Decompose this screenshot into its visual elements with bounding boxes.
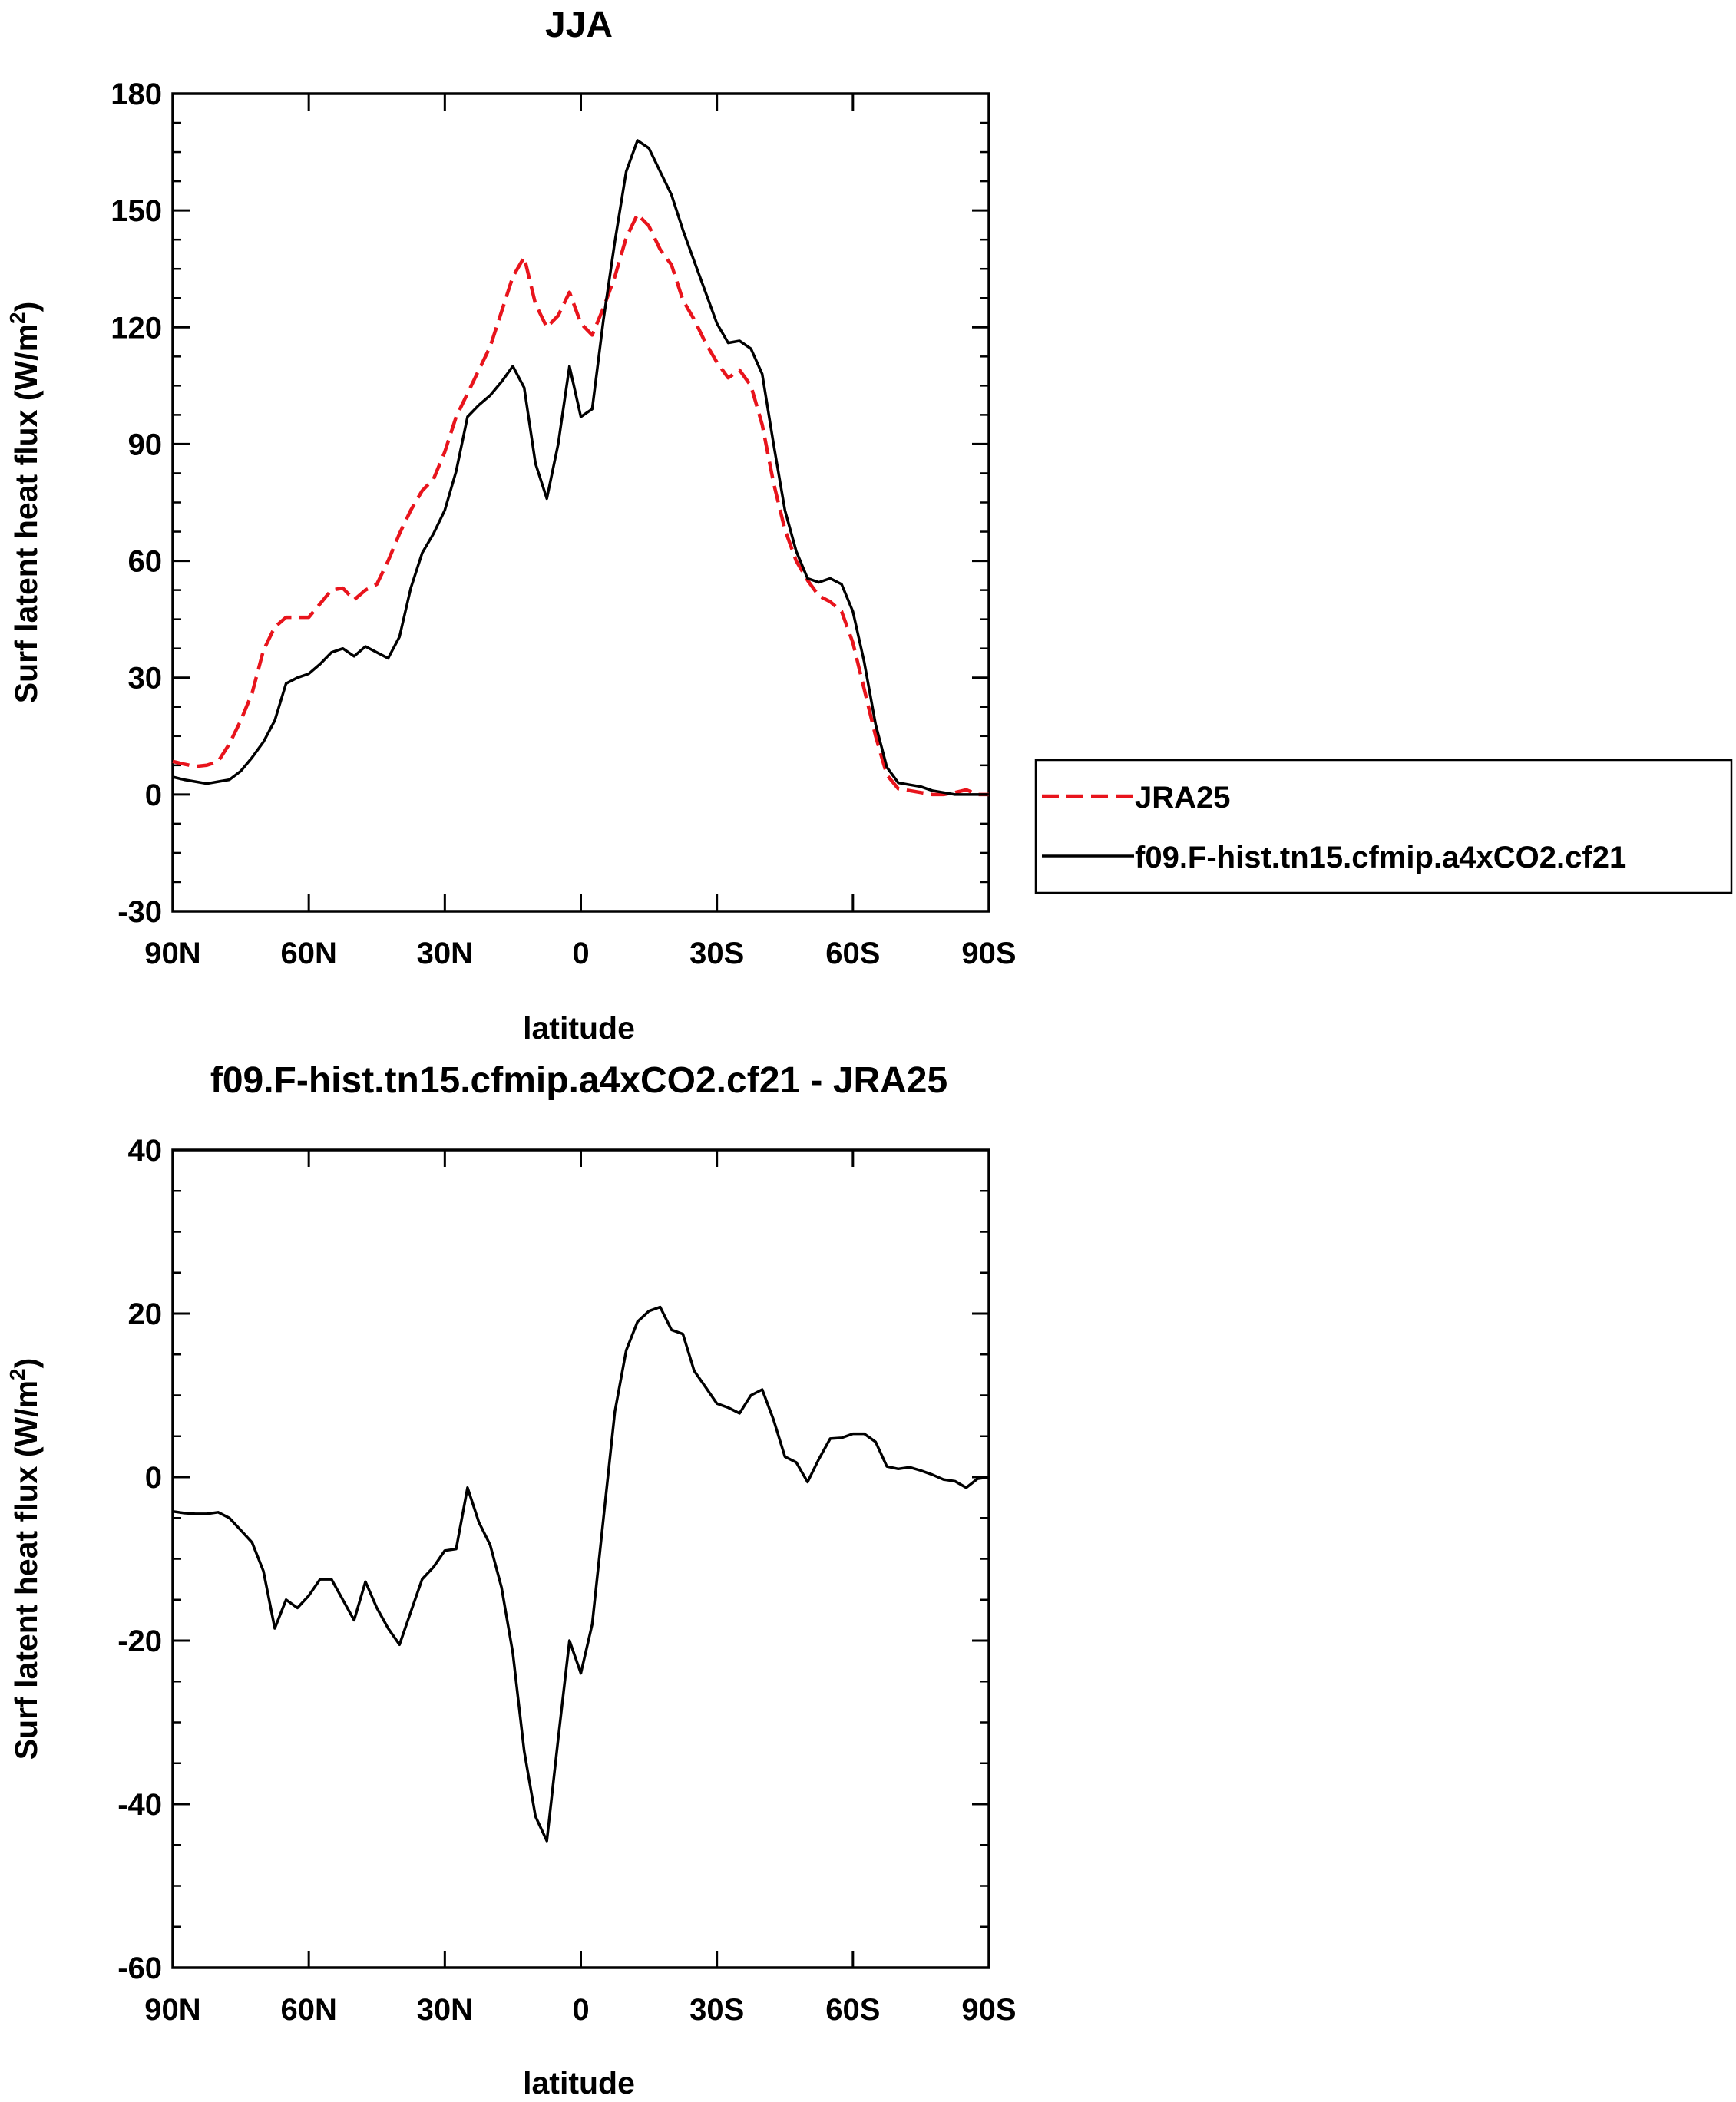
x-tick-label: 30S xyxy=(689,1993,744,2027)
bottom-y-axis-label: Surf latent heat flux (W/m2) xyxy=(5,1358,44,1760)
bottom-chart-title: f09.F-hist.tn15.cfmip.a4xCO2.cf21 - JRA2… xyxy=(210,1060,947,1101)
x-tick-label: 90N xyxy=(144,1993,200,2027)
y-axis-label-text: Surf latent heat flux (W/m2) xyxy=(5,1358,44,1760)
y-axis-label-text: Surf latent heat flux (W/m2) xyxy=(5,302,44,704)
series-line-jra25 xyxy=(172,212,989,797)
x-tick-label: 60S xyxy=(825,1993,880,2027)
top-panel: JJA Surf latent heat flux (W/m2) latitud… xyxy=(5,5,1017,1046)
series-line-f09-f-hist-tn15-cfmip-a4xco2-cf21 xyxy=(172,139,989,796)
x-tick-label: 90S xyxy=(961,937,1016,970)
legend: JRA25 f09.F-hist.tn15.cfmip.a4xCO2.cf21 xyxy=(1034,759,1733,894)
y-tick-label: 0 xyxy=(145,1461,162,1495)
top-chart-title: JJA xyxy=(545,5,613,45)
legend-label-model: f09.F-hist.tn15.cfmip.a4xCO2.cf21 xyxy=(1135,841,1626,874)
y-tick-label: 30 xyxy=(128,662,163,696)
plot-frame xyxy=(171,1148,990,1969)
legend-label-jra25: JRA25 xyxy=(1135,781,1231,815)
y-tick-label: 150 xyxy=(111,194,162,228)
bottom-x-axis-label: latitude xyxy=(523,2065,635,2100)
y-tick-label: -60 xyxy=(117,1952,162,1985)
bottom-plot-area xyxy=(172,1305,990,1843)
top-plot-area xyxy=(172,139,989,797)
y-tick-label: -40 xyxy=(117,1788,162,1822)
x-tick-label: 60S xyxy=(825,937,880,970)
x-tick-label: 30S xyxy=(689,937,744,970)
y-tick-label: -30 xyxy=(117,895,162,929)
x-tick-label: 90S xyxy=(961,1993,1016,2027)
y-tick-label: 60 xyxy=(128,545,163,579)
y-tick-label: -20 xyxy=(117,1624,162,1658)
x-tick-label: 60N xyxy=(280,1993,336,2027)
y-tick-label: 180 xyxy=(111,78,162,111)
x-tick-label: 30N xyxy=(417,1993,473,2027)
y-tick-label: 0 xyxy=(145,778,162,812)
top-y-axis-label: Surf latent heat flux (W/m2) xyxy=(5,302,44,704)
legend-box xyxy=(1034,759,1733,894)
y-tick-label: 120 xyxy=(111,311,162,345)
series-line-difference xyxy=(172,1305,990,1843)
x-tick-label: 90N xyxy=(144,937,200,970)
top-axes: -30 0 30 60 90 120 150 180 90N 60N 30N 0 30S 60S 90S xyxy=(111,78,1016,970)
bottom-axes: -60 -40 -20 0 20 40 90N 60N 30N 0 30S 60S 90S xyxy=(117,1134,1016,2027)
x-tick-label: 0 xyxy=(572,937,589,970)
y-tick-label: 20 xyxy=(128,1297,163,1331)
plot-frame xyxy=(171,92,990,913)
y-tick-label: 90 xyxy=(128,428,163,461)
bottom-panel: f09.F-hist.tn15.cfmip.a4xCO2.cf21 - JRA2… xyxy=(5,1060,1017,2100)
x-tick-label: 0 xyxy=(572,1993,589,2027)
x-tick-label: 30N xyxy=(417,937,473,970)
x-tick-label: 60N xyxy=(280,937,336,970)
y-tick-label: 40 xyxy=(128,1134,163,1168)
top-x-axis-label: latitude xyxy=(523,1010,635,1046)
